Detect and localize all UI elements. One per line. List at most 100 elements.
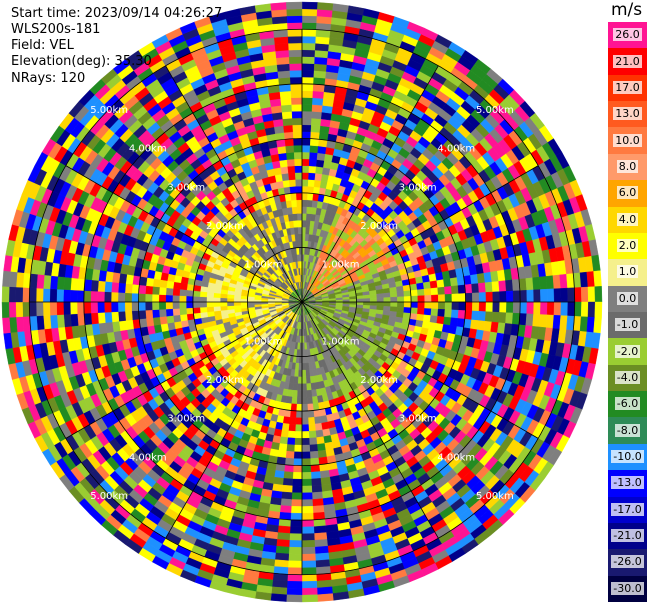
velocity-gate bbox=[525, 277, 534, 291]
velocity-gate bbox=[36, 315, 45, 331]
velocity-gate bbox=[301, 383, 307, 391]
velocity-gate bbox=[159, 279, 168, 288]
velocity-gate bbox=[283, 464, 294, 473]
velocity-gate bbox=[484, 281, 493, 293]
velocity-gate bbox=[284, 457, 295, 466]
velocity-gate bbox=[431, 294, 439, 303]
velocity-gate bbox=[97, 280, 106, 292]
velocity-gate bbox=[457, 309, 466, 320]
velocity-gate bbox=[315, 429, 324, 438]
velocity-gate bbox=[457, 284, 466, 295]
velocity-gate bbox=[226, 301, 235, 307]
velocity-gate bbox=[124, 283, 133, 294]
velocity-gate bbox=[437, 294, 446, 303]
velocity-gate bbox=[552, 274, 561, 290]
velocity-gate bbox=[312, 402, 320, 411]
velocity-gate bbox=[301, 185, 309, 194]
velocity-gate bbox=[301, 219, 307, 228]
velocity-gate bbox=[301, 124, 312, 132]
velocity-gate bbox=[301, 587, 318, 596]
velocity-gate bbox=[450, 309, 459, 319]
velocity-gate bbox=[301, 165, 310, 173]
velocity-gate bbox=[307, 186, 315, 194]
velocity-gate bbox=[437, 286, 446, 296]
velocity-gate bbox=[533, 289, 541, 303]
velocity-gate bbox=[313, 409, 321, 418]
velocity-gate bbox=[288, 417, 297, 425]
velocity-gate bbox=[553, 288, 562, 303]
velocity-gate bbox=[424, 301, 432, 309]
velocity-gate bbox=[436, 279, 445, 288]
velocity-gate bbox=[301, 424, 309, 432]
velocity-gate bbox=[172, 295, 180, 303]
velocity-gate bbox=[63, 301, 71, 315]
velocity-gate bbox=[56, 276, 65, 290]
velocity-gate bbox=[298, 363, 303, 371]
velocity-gate bbox=[290, 519, 303, 528]
velocity-gate bbox=[552, 314, 561, 330]
velocity-gate bbox=[292, 478, 303, 487]
velocity-gate bbox=[281, 422, 290, 432]
velocity-gate bbox=[512, 301, 521, 314]
velocity-gate bbox=[301, 403, 308, 412]
velocity-gate bbox=[580, 301, 589, 318]
velocity-gate bbox=[307, 410, 315, 418]
velocity-gate bbox=[313, 416, 322, 425]
velocity-gate bbox=[111, 281, 120, 293]
velocity-gate bbox=[131, 292, 139, 303]
velocity-gate bbox=[186, 313, 195, 321]
velocity-gate bbox=[104, 311, 113, 323]
velocity-gate bbox=[199, 301, 207, 308]
velocity-gate bbox=[429, 315, 438, 324]
velocity-gate bbox=[192, 307, 201, 314]
velocity-gate bbox=[301, 363, 306, 371]
velocity-gate bbox=[437, 301, 446, 310]
velocity-gate bbox=[151, 301, 160, 311]
velocity-gate bbox=[312, 90, 325, 99]
velocity-gate bbox=[546, 301, 555, 316]
velocity-gate bbox=[309, 457, 320, 466]
velocity-gate bbox=[369, 301, 378, 307]
velocity-gate bbox=[430, 308, 439, 317]
velocity-gate bbox=[311, 484, 323, 493]
velocity-gate bbox=[111, 311, 120, 323]
velocity-gate bbox=[56, 288, 64, 303]
velocity-gate bbox=[403, 301, 412, 308]
velocity-gate bbox=[311, 389, 318, 398]
velocity-gate bbox=[42, 288, 51, 303]
velocity-gate bbox=[308, 430, 317, 439]
velocity-gate bbox=[90, 279, 99, 292]
velocity-gate bbox=[559, 315, 568, 331]
velocity-gate bbox=[301, 546, 316, 555]
velocity-gate bbox=[83, 290, 92, 303]
velocity-gate bbox=[158, 308, 167, 318]
velocity-gate bbox=[166, 315, 175, 324]
velocity-gate bbox=[410, 307, 418, 315]
velocity-gate bbox=[165, 301, 173, 310]
velocity-gate bbox=[295, 424, 303, 432]
velocity-gate bbox=[36, 273, 45, 289]
velocity-gate bbox=[593, 317, 602, 334]
velocity-gate bbox=[286, 580, 303, 589]
velocity-gate bbox=[301, 540, 316, 548]
velocity-gate bbox=[310, 131, 321, 140]
velocity-gate bbox=[458, 301, 466, 311]
velocity-gate bbox=[362, 294, 371, 299]
velocity-gate bbox=[397, 296, 405, 303]
velocity-gate bbox=[277, 525, 291, 534]
velocity-gate bbox=[307, 179, 316, 187]
velocity-gate bbox=[186, 307, 194, 315]
velocity-gate bbox=[138, 293, 146, 303]
velocity-gate bbox=[315, 36, 331, 45]
velocity-gate bbox=[316, 443, 326, 452]
velocity-gate bbox=[117, 282, 126, 293]
velocity-gate bbox=[206, 296, 214, 303]
velocity-gate bbox=[301, 42, 316, 51]
velocity-gate bbox=[104, 301, 112, 313]
velocity-gate bbox=[199, 306, 208, 313]
velocity-gate bbox=[117, 301, 126, 312]
velocity-gate bbox=[240, 304, 248, 309]
velocity-gate bbox=[8, 301, 17, 318]
velocity-gate bbox=[410, 295, 419, 303]
